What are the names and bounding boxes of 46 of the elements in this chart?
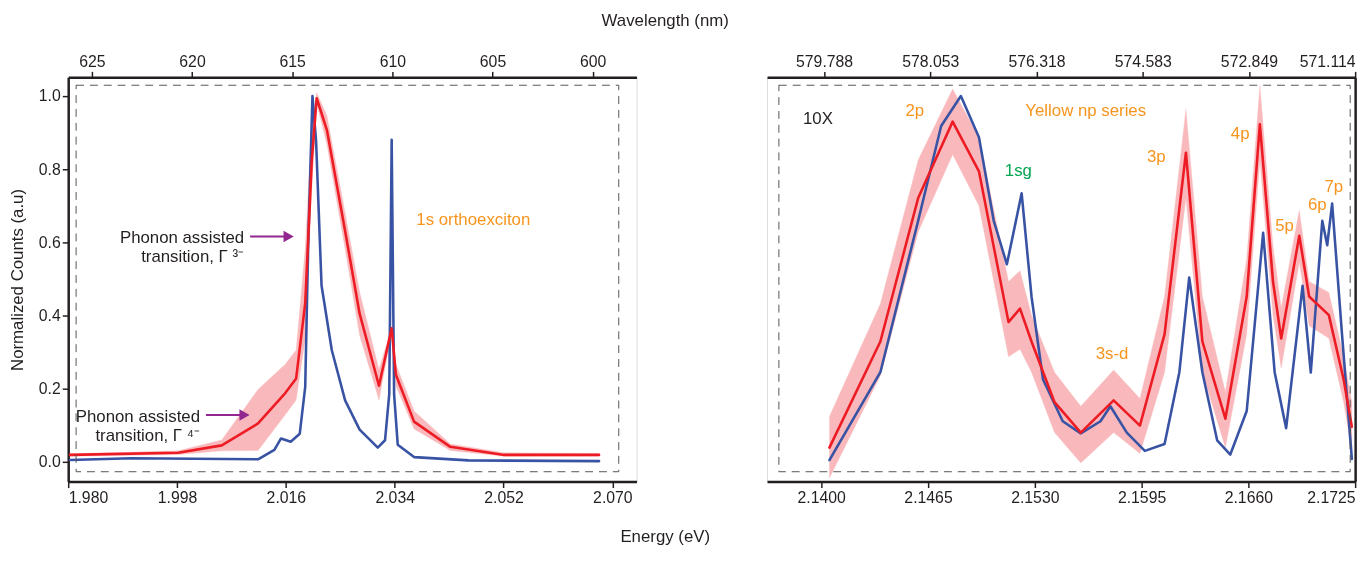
x2-tick-label: 620 <box>179 52 206 70</box>
x2-tick-label: 579.788 <box>796 52 854 70</box>
annotation: 1sg <box>1004 161 1032 181</box>
x2-tick-label: 600 <box>579 52 607 70</box>
x-tick-label: 2.034 <box>375 488 416 506</box>
annotation: 6p <box>1308 194 1327 214</box>
x2-tick-label: 615 <box>279 52 307 70</box>
x2-axis-title: Wavelength (nm) <box>601 11 729 31</box>
x-tick-label: 2.016 <box>266 488 307 506</box>
annotation: 7p <box>1324 176 1344 196</box>
y-tick-label: 1.0 <box>38 87 61 105</box>
x2-tick-label: 605 <box>479 52 507 70</box>
annotation: 10X <box>803 108 833 128</box>
x-tick-label: 2.1465 <box>904 488 953 506</box>
x-tick-label: 1.998 <box>157 488 198 506</box>
x-tick-label: 2.1660 <box>1224 488 1274 506</box>
y-tick-label: 0.6 <box>38 233 61 251</box>
x2-tick-label: 578.053 <box>902 52 960 70</box>
y-axis-title: Normalized Counts (a.u) <box>7 188 27 371</box>
x-tick-label: 1.980 <box>68 488 109 506</box>
x-tick-label: 2.052 <box>484 488 524 506</box>
y-tick-label: 0.8 <box>38 160 61 178</box>
x-tick-label: 2.1400 <box>797 488 847 506</box>
x2-tick-label: 576.318 <box>1008 52 1066 70</box>
x-tick-label: 2.1530 <box>1011 488 1060 506</box>
annotation: 5p <box>1275 216 1294 236</box>
x2-tick-label: 572.849 <box>1220 52 1279 70</box>
x-tick-label: 2.1725 <box>1307 488 1356 506</box>
x2-tick-label: 610 <box>379 52 407 70</box>
annotation: 3p <box>1147 147 1166 167</box>
annotation: Yellow np series <box>1025 100 1147 120</box>
annotation: 4p <box>1230 124 1250 144</box>
x2-tick-label: 574.583 <box>1114 52 1173 70</box>
annotation: 3s-d <box>1095 343 1129 363</box>
x-tick-label: 2.070 <box>593 488 633 506</box>
annotation: 2p <box>905 100 925 120</box>
y-tick-label: 0.4 <box>38 306 61 324</box>
x-tick-label: 2.1595 <box>1117 488 1167 506</box>
y-tick-label: 0.2 <box>38 380 61 398</box>
x2-tick-label: 625 <box>79 52 106 70</box>
y-tick-label: 0.0 <box>38 453 61 471</box>
x2-tick-label: 571.114 <box>1299 52 1356 70</box>
x-axis-title: Energy (eV) <box>620 527 711 547</box>
annotation: 1s orthoexciton <box>416 209 531 229</box>
annotation: Phonon assisted transition, Γ ⁴⁻ <box>75 406 200 445</box>
annotation: Phonon assisted transition, Γ ³⁻ <box>119 228 245 267</box>
